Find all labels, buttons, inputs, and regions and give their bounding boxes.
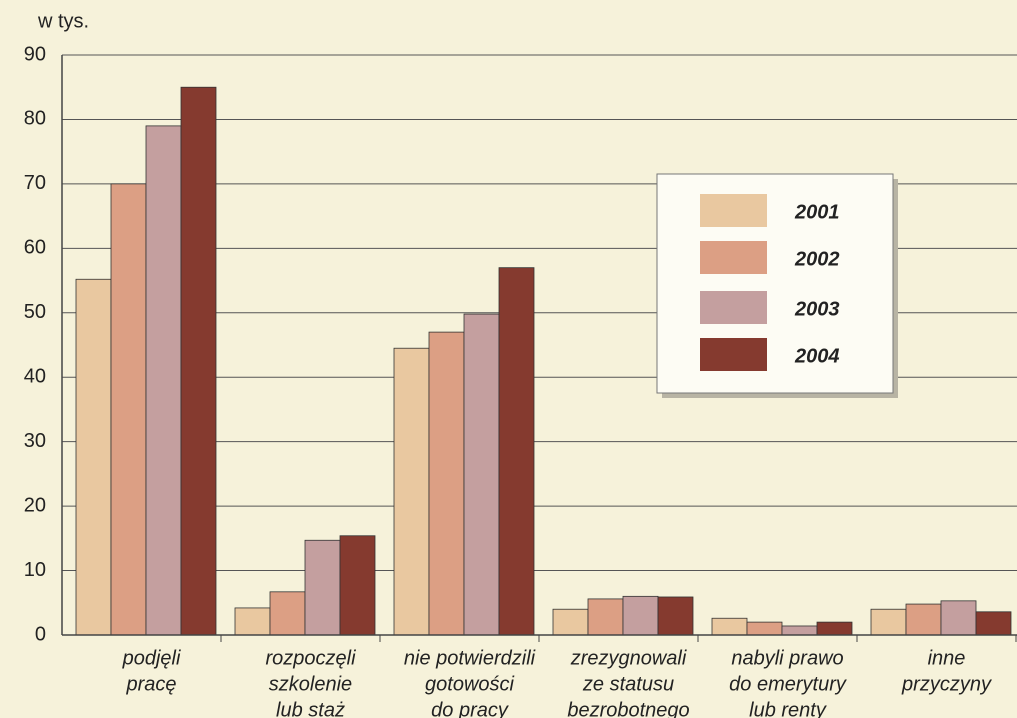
- x-tick-label: pracę: [125, 673, 176, 695]
- x-tick-label: do pracy: [431, 699, 509, 718]
- bar: [746, 621, 783, 636]
- bar: [552, 608, 589, 636]
- legend-label: 2003: [794, 298, 840, 320]
- legend-swatch: [700, 241, 767, 274]
- y-tick-label: 10: [24, 559, 46, 581]
- y-tick-label: 40: [24, 366, 46, 388]
- bar: [339, 535, 376, 636]
- bar: [180, 86, 217, 636]
- legend-swatch: [700, 338, 767, 371]
- y-tick-label: 20: [24, 494, 46, 516]
- bar: [393, 347, 430, 636]
- x-tick-label: lub staż: [276, 699, 345, 718]
- x-tick-label: bezrobotnego: [567, 699, 689, 718]
- bar: [905, 603, 942, 636]
- y-axis-label: w tys.: [37, 10, 89, 32]
- y-tick-label: 30: [24, 430, 46, 452]
- bar: [304, 539, 341, 636]
- y-tick-label: 0: [35, 623, 46, 645]
- bar: [711, 617, 748, 636]
- x-tick-label: inne: [928, 647, 966, 669]
- bar: [234, 607, 271, 636]
- x-tick-label: szkolenie: [269, 673, 352, 695]
- bar: [75, 278, 112, 636]
- bar: [587, 598, 624, 636]
- bar: [145, 125, 182, 636]
- y-tick-label: 70: [24, 172, 46, 194]
- legend: [656, 173, 894, 394]
- legend-label: 2001: [794, 201, 840, 223]
- x-tick-label: nie potwierdzili: [404, 647, 536, 669]
- bar: [975, 611, 1012, 636]
- bar: [463, 313, 500, 636]
- legend-label: 2004: [794, 345, 840, 367]
- y-tick-label: 80: [24, 108, 46, 130]
- x-tick-label: przyczyny: [901, 673, 992, 695]
- bar: [622, 595, 659, 636]
- x-tick-label: gotowości: [425, 673, 514, 695]
- legend-swatch: [700, 194, 767, 227]
- bar: [428, 331, 465, 636]
- y-tick-label: 60: [24, 237, 46, 259]
- bar: [816, 621, 853, 636]
- bar: [940, 600, 977, 636]
- bar: [498, 267, 535, 636]
- legend-entries: 2001 2002 2003 2004: [700, 194, 840, 371]
- x-tick-label: zrezygnowali: [570, 647, 687, 669]
- y-tick-label: 50: [24, 301, 46, 323]
- y-tick-label: 90: [24, 43, 46, 65]
- legend-swatch: [700, 291, 767, 324]
- x-tick-label: podjęli: [122, 647, 181, 669]
- x-tick-label: do emerytury: [729, 673, 847, 695]
- legend-label: 2002: [794, 248, 840, 270]
- bars: [75, 86, 1012, 636]
- bar: [870, 608, 907, 636]
- x-tick-label: ze statusu: [582, 673, 674, 695]
- bar: [657, 596, 694, 636]
- x-tick-label: nabyli prawo: [731, 647, 843, 669]
- x-tick-label: rozpoczęli: [265, 647, 356, 669]
- bar: [110, 183, 147, 636]
- x-tick-label: lub renty: [749, 699, 827, 718]
- bar: [781, 625, 818, 636]
- bar: [269, 591, 306, 636]
